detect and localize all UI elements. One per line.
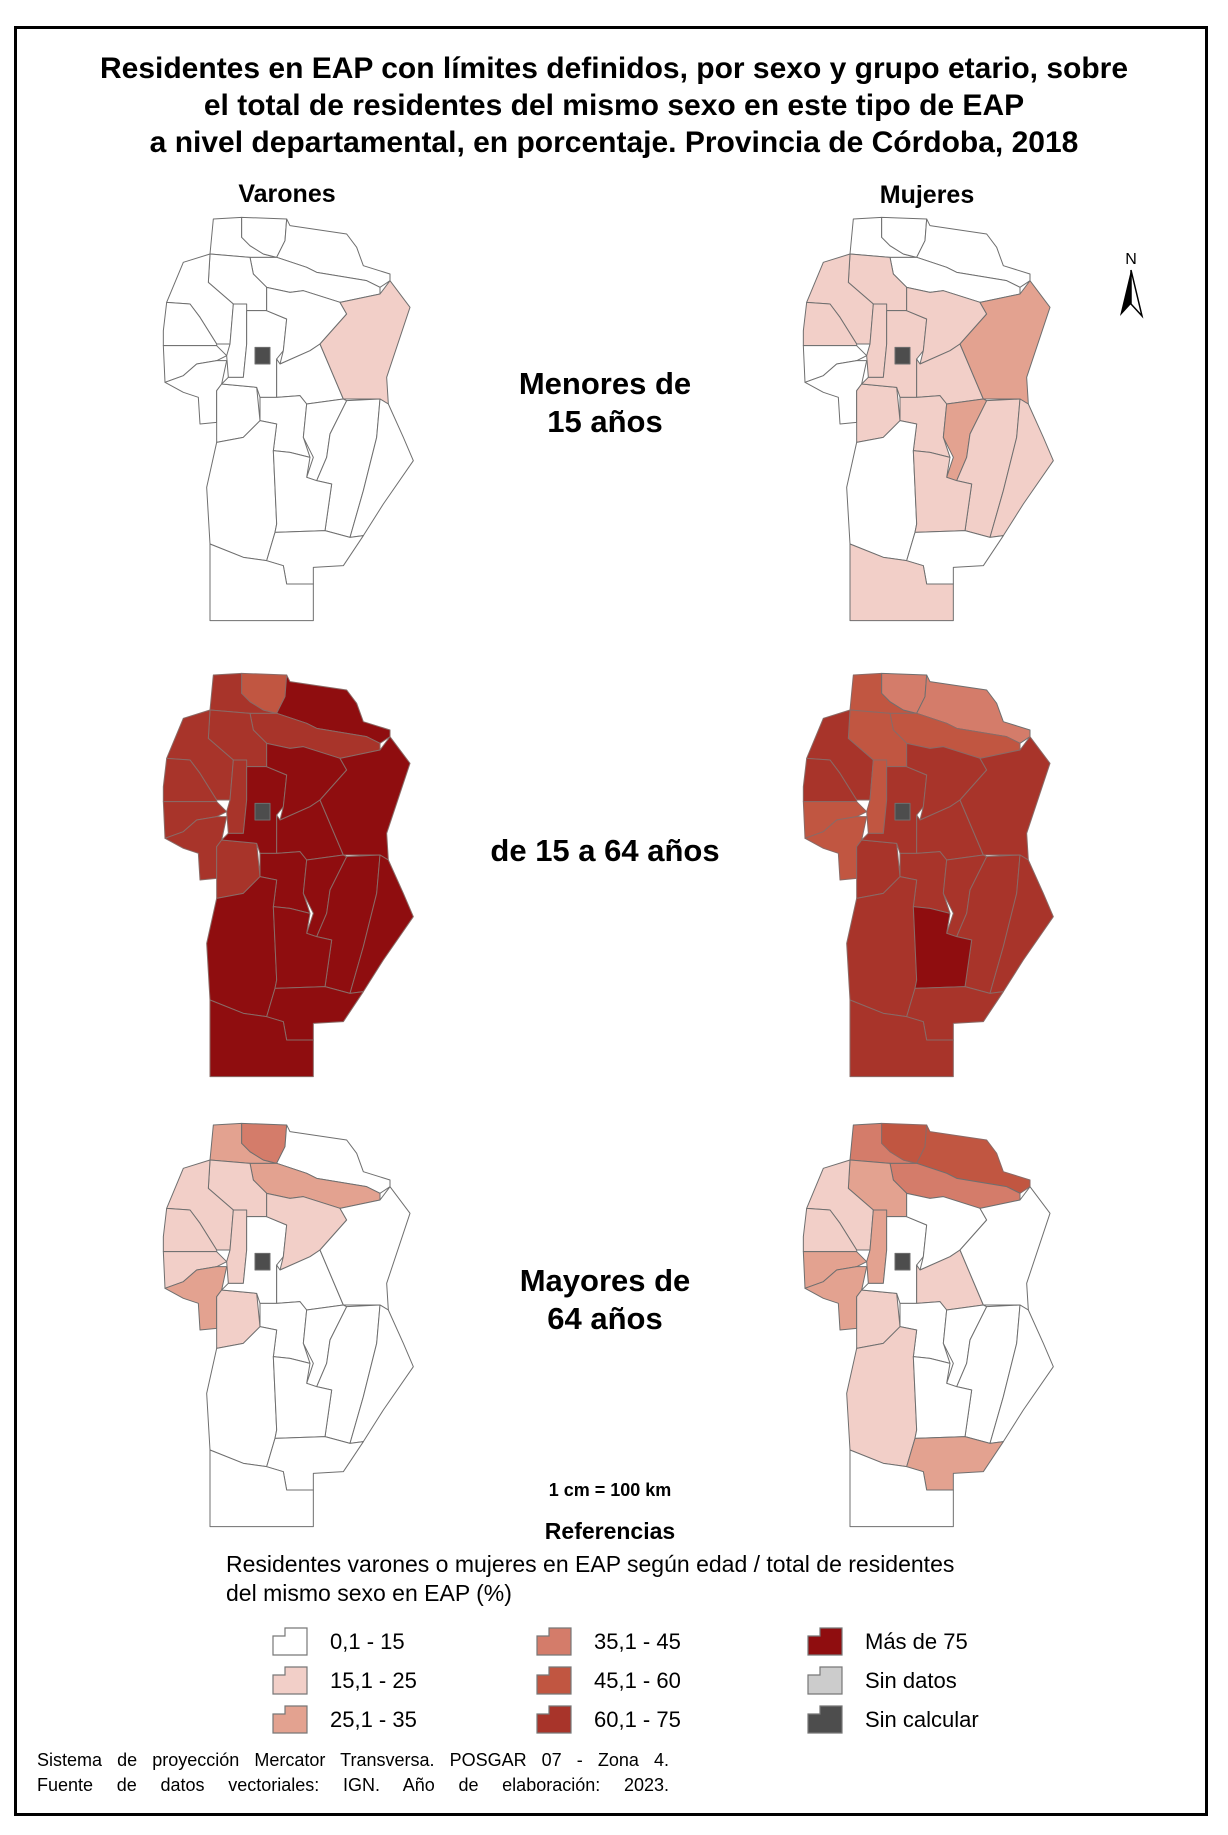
row-label-line: 15 años: [547, 404, 663, 439]
row-label-menores: Menores de 15 años: [519, 365, 691, 441]
legend-item: 15,1 - 25: [272, 1666, 417, 1695]
department-region: [272, 906, 333, 989]
legend-swatch: [272, 1666, 308, 1695]
choropleth-map-mujeres-menores-15: [790, 204, 1090, 624]
choropleth-map-mujeres-15-64: [790, 660, 1090, 1080]
department-region: [162, 301, 218, 347]
department-region: [849, 1449, 954, 1528]
title-line-2: el total de residentes del mismo sexo en…: [203, 89, 1025, 122]
map-frame: [14, 26, 1208, 1816]
department-capital: [254, 802, 271, 821]
department-region: [162, 757, 218, 803]
row-label-line: Mayores de: [519, 1263, 691, 1298]
department-capital: [894, 346, 911, 365]
legend-label: 15,1 - 25: [330, 1667, 417, 1693]
department-region: [209, 999, 314, 1078]
department-region: [849, 999, 954, 1078]
choropleth-map-varones-mayores-64: [150, 1110, 450, 1530]
department-region: [912, 450, 973, 533]
row-label-line: 64 años: [547, 1301, 663, 1336]
legend-swatch: [536, 1705, 572, 1734]
legend-title: Referencias: [544, 1518, 676, 1544]
legend-swatch: [536, 1666, 572, 1695]
legend-description-line: Residentes varones o mujeres en EAP segú…: [226, 1551, 955, 1577]
legend-label: Más de 75: [865, 1628, 968, 1654]
legend-label: Sin datos: [865, 1667, 957, 1693]
legend-label: 60,1 - 75: [594, 1706, 681, 1732]
legend-swatch: [272, 1627, 308, 1656]
legend-label: 0,1 - 15: [330, 1628, 405, 1654]
choropleth-map-varones-menores-15: [150, 204, 450, 624]
department-region: [802, 301, 858, 347]
department-region: [849, 543, 954, 622]
projection-note: Sistema de proyección Mercator Transvers…: [37, 1750, 669, 1770]
department-region: [349, 398, 414, 538]
title-line-3: a nivel departamental, en porcentaje. Pr…: [149, 126, 1079, 159]
legend-item: Sin calcular: [807, 1705, 979, 1734]
north-arrow-icon: N: [1116, 250, 1146, 322]
department-capital: [894, 802, 911, 821]
department-region: [162, 1207, 218, 1253]
choropleth-map-varones-15-64: [150, 660, 450, 1080]
legend-label: 35,1 - 45: [594, 1628, 681, 1654]
column-header-varones: Varones: [238, 180, 336, 208]
legend-item: 35,1 - 45: [536, 1627, 681, 1656]
department-region: [209, 543, 314, 622]
department-region: [349, 854, 414, 994]
column-header-mujeres: Mujeres: [879, 181, 975, 209]
legend-swatch: [536, 1627, 572, 1656]
legend-item: 60,1 - 75: [536, 1705, 681, 1734]
scale-label: 1 cm = 100 km: [548, 1480, 672, 1500]
map-title: Residentes en EAP con límites definidos,…: [0, 50, 1228, 161]
legend-item: 0,1 - 15: [272, 1627, 405, 1656]
department-capital: [254, 1252, 271, 1271]
legend-label: Sin calcular: [865, 1706, 979, 1732]
department-region: [802, 1207, 858, 1253]
department-region: [802, 757, 858, 803]
department-region: [272, 450, 333, 533]
footer-notes: Sistema de proyección Mercator Transvers…: [37, 1748, 669, 1798]
row-label-mayores: Mayores de 64 años: [520, 1262, 691, 1338]
legend-swatch: [807, 1666, 843, 1695]
choropleth-map-mujeres-mayores-64: [790, 1110, 1090, 1530]
legend-swatch: [272, 1705, 308, 1734]
row-label-15-64: de 15 a 64 años: [490, 832, 719, 870]
department-region: [989, 1304, 1054, 1444]
legend-description: Residentes varones o mujeres en EAP segú…: [226, 1550, 1126, 1608]
legend-description-line: del mismo sexo en EAP (%): [226, 1580, 512, 1606]
legend-item: Sin datos: [807, 1666, 957, 1695]
legend-label: 25,1 - 35: [330, 1706, 417, 1732]
source-note: Fuente de datos vectoriales: IGN. Año de…: [37, 1775, 669, 1795]
department-region: [349, 1304, 414, 1444]
department-region: [912, 1356, 973, 1439]
department-region: [272, 1356, 333, 1439]
department-region: [989, 854, 1054, 994]
legend-item: Más de 75: [807, 1627, 968, 1656]
legend-label: 45,1 - 60: [594, 1667, 681, 1693]
title-line-1: Residentes en EAP con límites definidos,…: [99, 52, 1129, 85]
legend-item: 45,1 - 60: [536, 1666, 681, 1695]
legend-swatch: [807, 1627, 843, 1656]
department-capital: [894, 1252, 911, 1271]
legend-swatch: [807, 1705, 843, 1734]
row-label-line: de 15 a 64 años: [490, 833, 720, 868]
legend-item: 25,1 - 35: [272, 1705, 417, 1734]
department-region: [989, 398, 1054, 538]
department-capital: [254, 346, 271, 365]
department-region: [912, 906, 973, 989]
north-label: N: [1125, 251, 1137, 268]
row-label-line: Menores de: [518, 366, 692, 401]
department-region: [209, 1449, 314, 1528]
